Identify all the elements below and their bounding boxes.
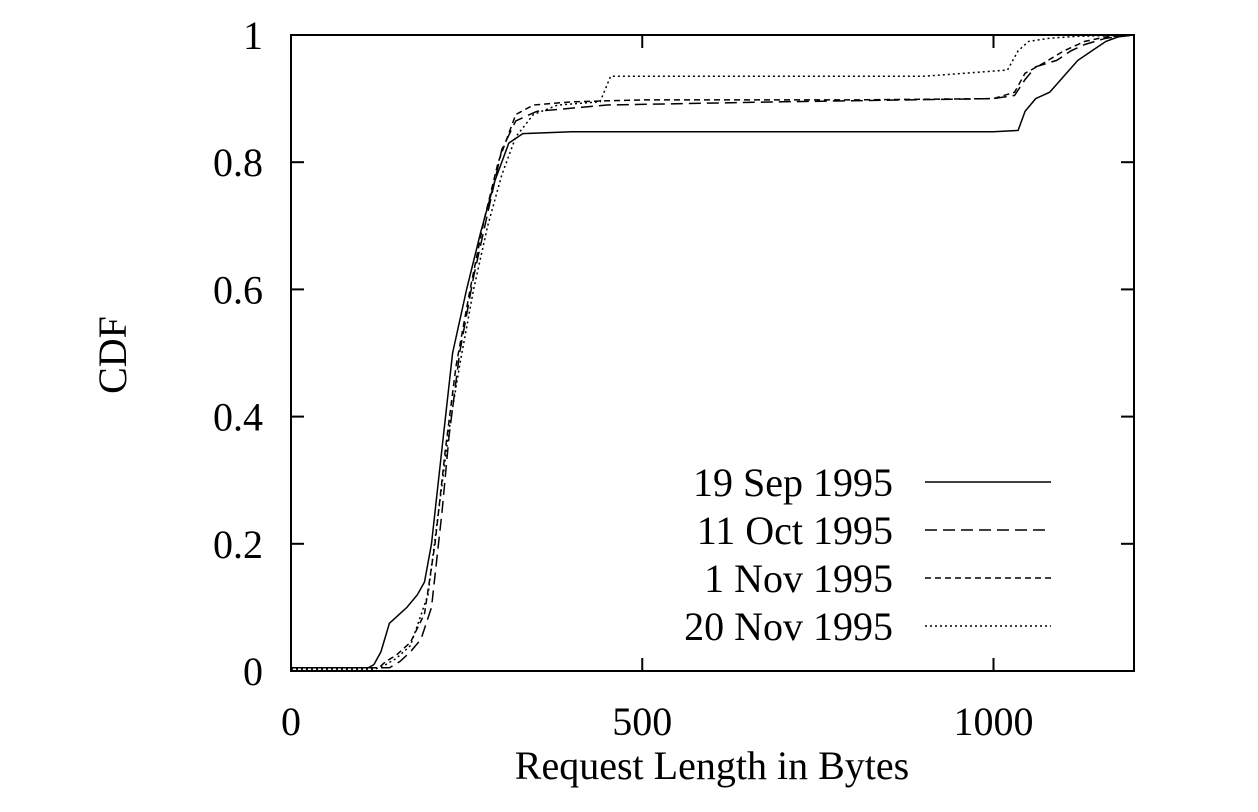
legend-label: 19 Sep 1995 xyxy=(693,460,893,505)
series-line-4 xyxy=(291,34,1135,670)
y-tick-label: 0.8 xyxy=(213,140,263,185)
x-axis-label: Request Length in Bytes xyxy=(515,743,909,788)
legend-label: 1 Nov 1995 xyxy=(704,556,893,601)
x-tick-label: 0 xyxy=(281,699,301,744)
x-tick-label: 500 xyxy=(612,699,672,744)
y-tick-label: 1 xyxy=(243,13,263,58)
series-line-1 xyxy=(291,34,1135,669)
y-tick-label: 0 xyxy=(243,649,263,694)
x-tick-label: 1000 xyxy=(954,699,1034,744)
axis-tick-labels: 0 0.2 0.4 0.6 0.8 1 0 500 1000 xyxy=(213,13,1034,744)
series-lines xyxy=(291,34,1135,670)
legend-label: 20 Nov 1995 xyxy=(684,604,893,649)
y-tick-label: 0.4 xyxy=(213,395,263,440)
y-tick-label: 0.2 xyxy=(213,522,263,567)
y-tick-label: 0.6 xyxy=(213,267,263,312)
plot-frame xyxy=(290,34,1135,672)
plot-area-border xyxy=(290,34,1135,672)
y-axis-label: CDF xyxy=(90,316,135,394)
series-line-3 xyxy=(291,34,1135,669)
legend-label: 11 Oct 1995 xyxy=(697,508,893,553)
series-line-2 xyxy=(291,34,1135,669)
